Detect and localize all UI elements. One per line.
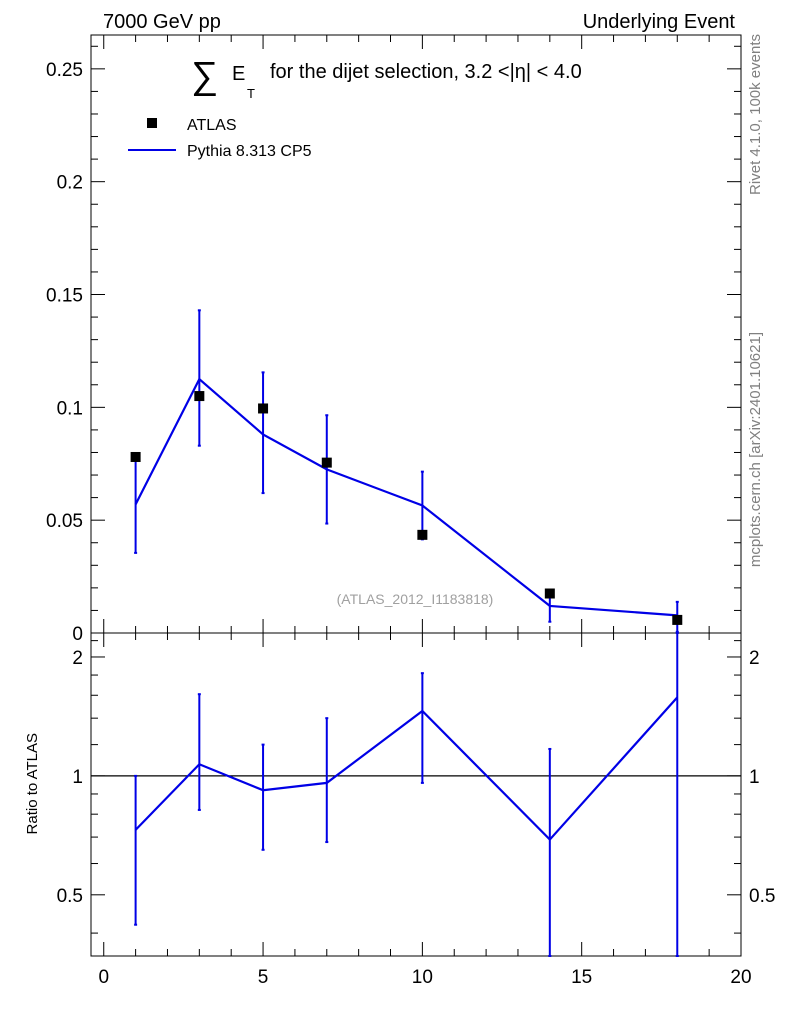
main-ytick-label: 0	[72, 624, 83, 645]
ratio-panel: 0 5 10 15 20 0.5 0.5 1 1 2 2 Ratio to ATLAS	[24, 632, 775, 988]
main-ytick-label: 0.25	[46, 60, 83, 81]
main-ytick-label: 0.05	[46, 511, 83, 532]
atlas-data-point	[321, 457, 332, 468]
title-sum-symbol: ∑	[191, 55, 218, 97]
legend: ATLAS Pythia 8.313 CP5	[128, 117, 312, 160]
main-ticks: 0 0.05 0.1 0.15 0.2 0.25	[46, 35, 742, 645]
ratio-xtick-label: 20	[730, 967, 751, 988]
atlas-data-point	[417, 529, 428, 540]
atlas-data-point	[672, 614, 683, 625]
ratio-ticks: 0 5 10 15 20 0.5 0.5 1 1 2 2	[57, 633, 775, 988]
legend-atlas-marker	[147, 118, 157, 128]
atlas-data-point	[130, 451, 141, 462]
ratio-ytick-label-right: 0.5	[749, 886, 775, 907]
ratio-xtick-label: 15	[571, 967, 592, 988]
main-panel: 0 0.05 0.1 0.15 0.2 0.25 ∑ E T for the dijet …	[46, 34, 742, 645]
chart-title: ∑ E T for the dijet selection, 3.2 <|η| …	[191, 55, 582, 101]
ratio-ytick-label: 2	[72, 648, 83, 669]
ratio-line	[134, 696, 679, 842]
rivet-label: Rivet 4.1.0, 100k events	[747, 34, 764, 195]
ratio-ytick-label-right: 1	[749, 767, 760, 788]
ratio-ytick-label: 1	[72, 767, 83, 788]
main-series	[130, 309, 683, 633]
pythia-line	[134, 377, 678, 617]
legend-atlas-label: ATLAS	[187, 117, 237, 134]
title-et-sub: T	[247, 86, 255, 101]
main-ytick-label: 0.15	[46, 286, 83, 307]
atlas-data-point	[194, 391, 205, 402]
main-ytick-label: 0.2	[57, 173, 83, 194]
ratio-xtick-label: 0	[98, 967, 109, 988]
title-text: for the dijet selection, 3.2 <|η| < 4.0	[270, 61, 582, 83]
analysis-watermark: (ATLAS_2012_I1183818)	[337, 591, 494, 607]
atlas-data-point	[258, 403, 269, 414]
ratio-xtick-label: 5	[258, 967, 269, 988]
title-et-main: E	[232, 63, 245, 85]
ratio-ytick-label: 0.5	[57, 886, 83, 907]
ratio-ytick-label-right: 2	[749, 648, 760, 669]
ratio-series	[91, 632, 741, 957]
header-left-label: 7000 GeV pp	[103, 11, 221, 33]
ratio-frame	[90, 632, 742, 957]
ratio-xtick-label: 10	[412, 967, 433, 988]
atlas-data-point	[544, 588, 555, 599]
mcplots-label: mcplots.cern.ch [arXiv:2401.10621]	[747, 332, 764, 567]
ratio-ylabel: Ratio to ATLAS	[24, 733, 41, 834]
main-ytick-label: 0.1	[57, 398, 83, 419]
header-right-label: Underlying Event	[583, 11, 736, 33]
legend-pythia-label: Pythia 8.313 CP5	[187, 143, 312, 160]
